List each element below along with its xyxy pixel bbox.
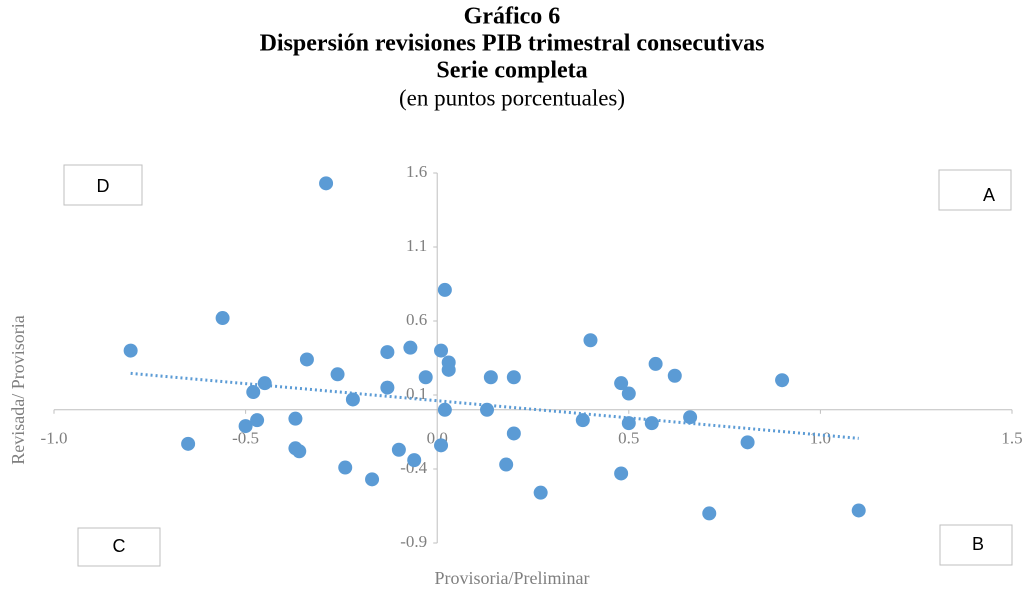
- quadrant-box: [77, 527, 161, 567]
- point: [434, 438, 449, 453]
- point: [506, 370, 521, 385]
- point: [299, 352, 314, 367]
- x-tick-label: -0.5: [232, 429, 259, 448]
- chart-subtitle: Dispersión revisiones PIB trimestral con…: [260, 31, 765, 57]
- quadrant-label: C: [113, 536, 126, 556]
- point: [441, 362, 456, 377]
- point: [614, 376, 629, 391]
- point: [683, 410, 698, 425]
- point: [506, 426, 521, 441]
- chart-subtitle: Serie completa: [436, 58, 587, 84]
- y-axis-label: Revisada/ Provisoria: [8, 315, 28, 464]
- point: [288, 411, 303, 426]
- point: [644, 416, 659, 431]
- point: [775, 373, 790, 388]
- point: [667, 368, 682, 383]
- point: [499, 457, 514, 472]
- point: [238, 419, 253, 434]
- y-tick-label: 0.6: [406, 310, 427, 329]
- point: [480, 402, 495, 417]
- point: [292, 444, 307, 459]
- x-tick-label: 0.5: [618, 429, 639, 448]
- point: [648, 356, 663, 371]
- point: [483, 370, 498, 385]
- point: [319, 176, 334, 191]
- quadrant-box: [938, 169, 1012, 211]
- point: [575, 413, 590, 428]
- quadrant-box: [939, 524, 1013, 566]
- point: [123, 343, 138, 358]
- chart-title: Gráfico 6: [464, 4, 561, 30]
- point: [365, 472, 380, 487]
- quadrant-label: B: [972, 534, 984, 554]
- quadrant-label: D: [97, 176, 110, 196]
- point: [391, 442, 406, 457]
- trendline: [130, 371, 859, 440]
- point: [614, 466, 629, 481]
- point: [851, 503, 866, 518]
- point: [437, 402, 452, 417]
- x-tick-label: 1.5: [1001, 429, 1022, 448]
- quadrant-box: [63, 164, 143, 206]
- point: [403, 340, 418, 355]
- y-tick-label: 1.1: [406, 236, 427, 255]
- point: [257, 376, 272, 391]
- point: [407, 453, 422, 468]
- y-tick-label: 0.1: [406, 384, 427, 403]
- point: [533, 485, 548, 500]
- y-tick-label: -0.9: [400, 532, 427, 551]
- point: [434, 343, 449, 358]
- x-axis-label: Provisoria/Preliminar: [435, 568, 590, 588]
- y-tick-label: 1.6: [406, 162, 427, 181]
- point: [380, 380, 395, 395]
- point: [338, 460, 353, 475]
- point: [621, 416, 636, 431]
- x-tick-label: -1.0: [41, 429, 68, 448]
- point: [330, 367, 345, 382]
- point: [181, 436, 196, 451]
- point: [583, 333, 598, 348]
- y-tick-label: -0.4: [400, 458, 427, 477]
- point: [418, 370, 433, 385]
- point: [702, 506, 717, 521]
- units: (en puntos porcentuales): [399, 85, 625, 110]
- point: [250, 413, 265, 428]
- point: [740, 435, 755, 450]
- point: [215, 311, 230, 326]
- point: [621, 386, 636, 401]
- point: [246, 385, 261, 400]
- quadrant-label: A: [983, 185, 995, 205]
- x-tick-label: 1.0: [810, 429, 831, 448]
- point: [437, 282, 452, 297]
- point: [380, 345, 395, 360]
- point: [345, 392, 360, 407]
